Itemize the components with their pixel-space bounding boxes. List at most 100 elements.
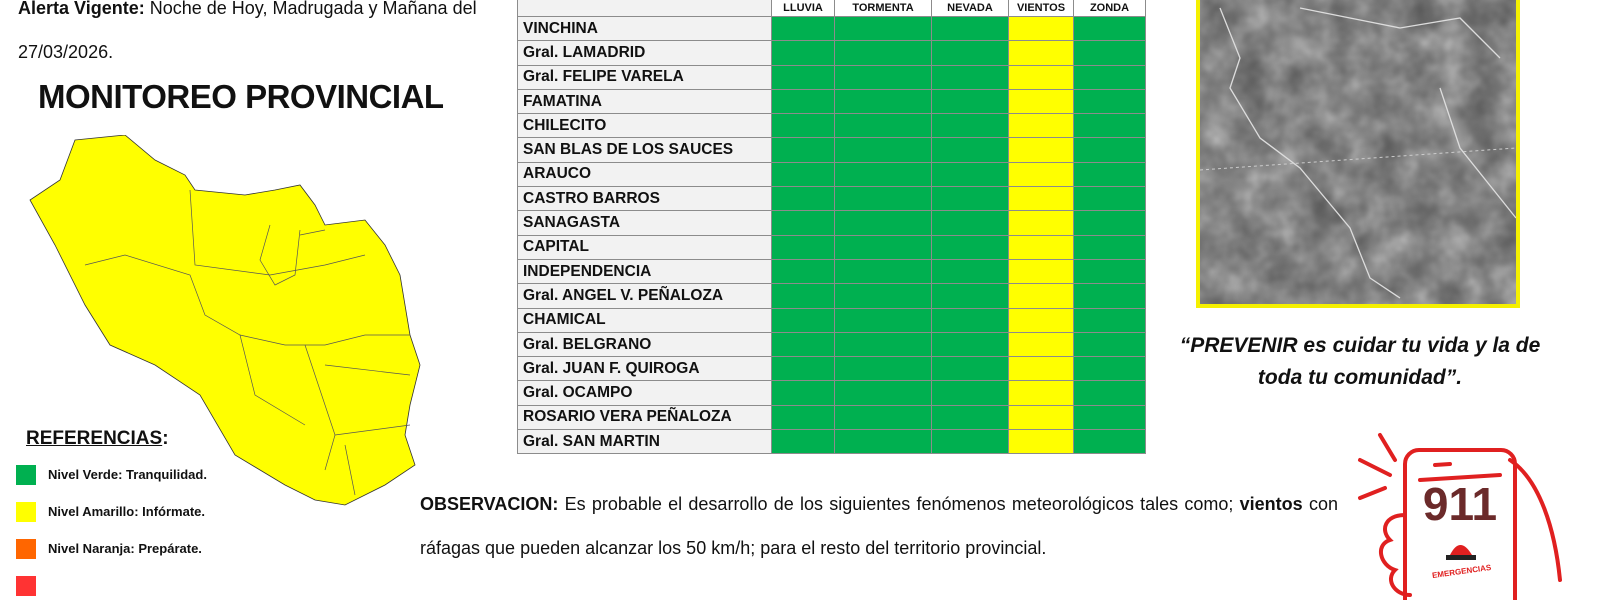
level-cell-zonda — [1073, 356, 1146, 382]
level-cell-zonda — [1073, 331, 1146, 358]
satellite-image — [1196, 0, 1520, 308]
legend-item-yellow: Nivel Amarillo: Infórmate. — [16, 493, 207, 530]
level-cell-lluvia — [771, 161, 835, 188]
level-cell-zonda — [1073, 307, 1146, 333]
level-cell-vientos — [1008, 331, 1074, 358]
references-legend: REFERENCIAS: Nivel Verde: Tranquilidad. … — [16, 428, 207, 604]
table-row: ARAUCO — [517, 161, 1146, 188]
level-cell-tormenta — [834, 137, 932, 163]
level-cell-zonda — [1073, 15, 1146, 42]
level-cell-nevada — [931, 429, 1009, 455]
level-cell-tormenta — [834, 234, 932, 260]
level-cell-tormenta — [834, 429, 932, 455]
level-cell-lluvia — [771, 356, 835, 382]
level-cell-tormenta — [834, 210, 932, 236]
province-shape — [29, 135, 421, 506]
table-row: CAPITAL — [517, 234, 1146, 260]
level-cell-vientos — [1008, 88, 1074, 115]
department-name: SANAGASTA — [517, 210, 772, 236]
department-name: Gral. LAMADRID — [517, 40, 772, 66]
department-name: Gral. ANGEL V. PEÑALOZA — [517, 283, 772, 309]
level-cell-zonda — [1073, 64, 1146, 90]
level-cell-vientos — [1008, 283, 1074, 309]
level-cell-tormenta — [834, 186, 932, 212]
legend-label: Nivel Verde: Tranquilidad. — [48, 467, 207, 482]
level-cell-zonda — [1073, 137, 1146, 163]
level-cell-zonda — [1073, 40, 1146, 66]
level-cell-vientos — [1008, 307, 1074, 333]
green-swatch — [16, 464, 36, 485]
references-colon: : — [162, 428, 169, 449]
level-cell-lluvia — [771, 15, 835, 42]
level-cell-zonda — [1073, 88, 1146, 115]
legend-item-green: Nivel Verde: Tranquilidad. — [16, 456, 207, 493]
red-swatch — [16, 575, 36, 596]
alert-text: Alerta Vigente: Noche de Hoy, Madrugada … — [18, 0, 488, 74]
prevention-quote: “PREVENIR es cuidar tu vida y la de toda… — [1179, 334, 1541, 389]
table-row: Gral. FELIPE VARELA — [517, 64, 1146, 90]
department-name: CHILECITO — [517, 113, 772, 139]
header-blank — [517, 0, 772, 17]
legend-label: Nivel Naranja: Prepárate. — [48, 541, 202, 556]
level-cell-tormenta — [834, 88, 932, 115]
level-cell-nevada — [931, 40, 1009, 66]
orange-swatch — [16, 538, 36, 559]
table-row: Gral. BELGRANO — [517, 331, 1146, 358]
level-cell-lluvia — [771, 64, 835, 90]
level-cell-nevada — [931, 113, 1009, 139]
level-cell-vientos — [1008, 429, 1074, 455]
level-cell-zonda — [1073, 404, 1146, 431]
table-row: SANAGASTA — [517, 210, 1146, 236]
level-cell-nevada — [931, 380, 1009, 406]
alert-label: Alerta Vigente: — [18, 0, 145, 18]
table-header: LLUVIA TORMENTA NEVADA VIENTOS ZONDA — [517, 0, 1146, 17]
level-cell-lluvia — [771, 258, 835, 285]
level-cell-lluvia — [771, 40, 835, 66]
level-cell-zonda — [1073, 380, 1146, 406]
siren-icon — [1450, 545, 1472, 555]
department-name: Gral. JUAN F. QUIROGA — [517, 356, 772, 382]
level-cell-tormenta — [834, 15, 932, 42]
alert-period: Noche de Hoy, Madrugada y Mañana del 27/… — [18, 0, 477, 62]
department-name: FAMATINA — [517, 88, 772, 115]
level-cell-lluvia — [771, 404, 835, 431]
department-name: INDEPENDENCIA — [517, 258, 772, 285]
header-zonda: ZONDA — [1073, 0, 1146, 17]
level-cell-vientos — [1008, 137, 1074, 163]
observation-winds: vientos — [1239, 494, 1303, 514]
level-cell-lluvia — [771, 210, 835, 236]
level-cell-lluvia — [771, 380, 835, 406]
table-row: Gral. JUAN F. QUIROGA — [517, 356, 1146, 382]
emergency-number: 911 — [1423, 478, 1497, 530]
level-cell-zonda — [1073, 283, 1146, 309]
level-cell-zonda — [1073, 113, 1146, 139]
level-cell-vientos — [1008, 234, 1074, 260]
department-name: CHAMICAL — [517, 307, 772, 333]
level-cell-lluvia — [771, 234, 835, 260]
level-cell-vientos — [1008, 210, 1074, 236]
level-cell-vientos — [1008, 186, 1074, 212]
level-cell-tormenta — [834, 331, 932, 358]
level-cell-vientos — [1008, 40, 1074, 66]
department-name: Gral. BELGRANO — [517, 331, 772, 358]
observation-label: OBSERVACION: — [420, 494, 559, 514]
level-cell-nevada — [931, 307, 1009, 333]
legend-item-red — [16, 567, 207, 604]
level-cell-nevada — [931, 258, 1009, 285]
level-cell-vientos — [1008, 64, 1074, 90]
level-cell-nevada — [931, 404, 1009, 431]
level-cell-vientos — [1008, 380, 1074, 406]
level-cell-tormenta — [834, 380, 932, 406]
level-cell-lluvia — [771, 331, 835, 358]
table-row: Gral. ANGEL V. PEÑALOZA — [517, 283, 1146, 309]
legend-item-orange: Nivel Naranja: Prepárate. — [16, 530, 207, 567]
emergency-label: EMERGENCIAS — [1432, 563, 1493, 580]
level-cell-zonda — [1073, 234, 1146, 260]
level-cell-nevada — [931, 331, 1009, 358]
header-tormenta: TORMENTA — [834, 0, 932, 17]
table-row: Gral. LAMADRID — [517, 40, 1146, 66]
level-cell-zonda — [1073, 186, 1146, 212]
level-cell-lluvia — [771, 113, 835, 139]
province-map — [29, 135, 421, 506]
table-row: CHILECITO — [517, 113, 1146, 139]
